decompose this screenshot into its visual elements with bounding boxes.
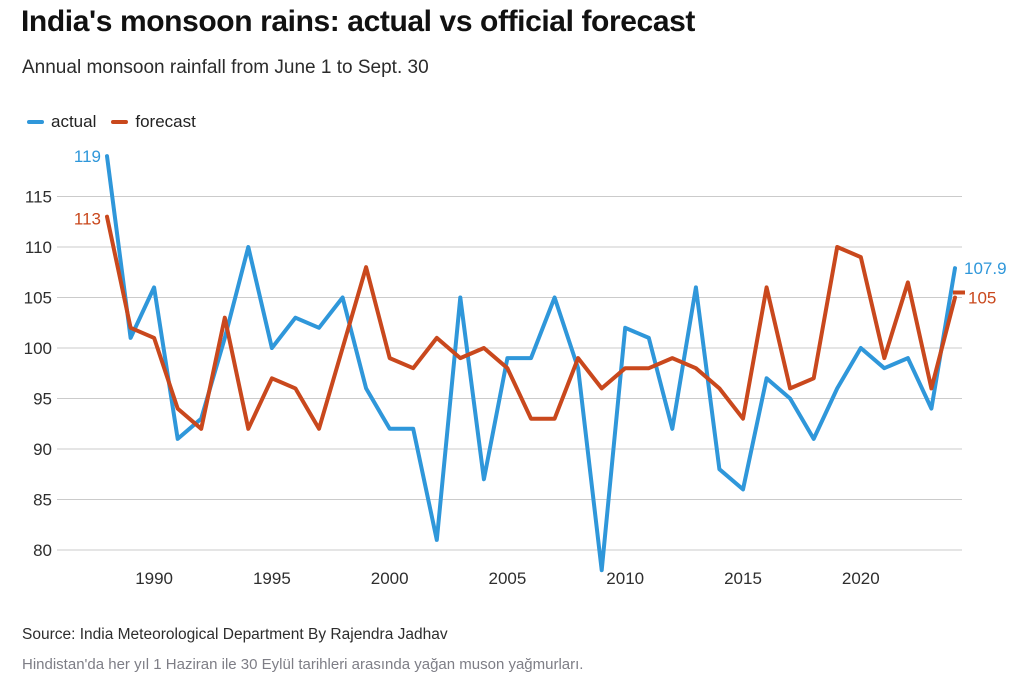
data-label-105: 105 [968, 289, 996, 308]
y-axis-label: 115 [25, 188, 52, 207]
caption-line: Hindistan'da her yıl 1 Haziran ile 30 Ey… [22, 656, 584, 673]
legend-label-actual: actual [51, 112, 97, 131]
source-line: Source: India Meteorological Department … [22, 626, 448, 643]
actual-line [105, 154, 957, 573]
legend-label-forecast: forecast [135, 112, 196, 131]
actual-line-swatch [27, 120, 44, 124]
data-label-113: 113 [74, 210, 101, 229]
chart-subtitle: Annual monsoon rainfall from June 1 to S… [22, 57, 429, 78]
x-axis-label: 2005 [489, 569, 527, 588]
data-label-119: 119 [74, 147, 101, 166]
x-axis-label: 1990 [135, 569, 173, 588]
legend-item-actual: actual [27, 112, 96, 132]
y-axis-label: 90 [33, 440, 52, 459]
legend-item-forecast: forecast [111, 112, 196, 132]
x-axis-label: 2015 [724, 569, 762, 588]
forecast-line [105, 214, 957, 431]
x-axis-label: 2000 [371, 569, 409, 588]
chart-title: India's monsoon rains: actual vs officia… [21, 5, 695, 38]
y-axis-label: 80 [33, 541, 52, 560]
y-axis-label: 95 [33, 390, 52, 409]
x-axis-label: 2020 [842, 569, 880, 588]
y-axis-label: 105 [24, 289, 52, 308]
data-label-107.9: 107.9 [964, 259, 1007, 278]
y-axis-label: 110 [25, 238, 52, 257]
legend: actual forecast [27, 112, 211, 132]
y-axis-label: 85 [33, 491, 52, 510]
forecast-line-swatch [111, 120, 129, 124]
x-axis-label: 2010 [606, 569, 644, 588]
y-axis-label: 100 [24, 339, 52, 358]
x-axis-label: 1995 [253, 569, 291, 588]
